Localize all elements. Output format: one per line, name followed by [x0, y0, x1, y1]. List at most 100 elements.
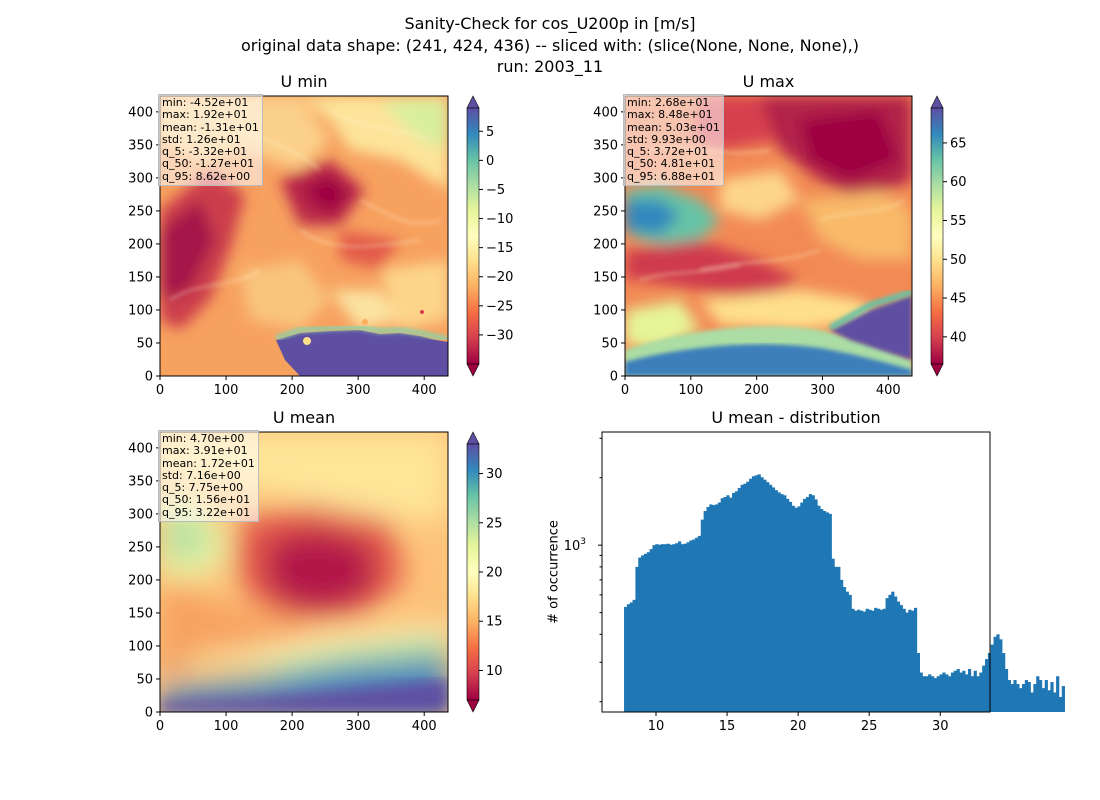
- colorbar-tick-label: 25: [486, 516, 503, 531]
- x-tick-label: 100: [678, 383, 703, 398]
- histogram-bar: [1050, 682, 1054, 712]
- histogram-bar: [845, 591, 849, 712]
- x-tick-label: 300: [346, 719, 371, 734]
- histogram-bar: [740, 484, 744, 712]
- histogram-bar: [774, 490, 778, 712]
- y-tick-label: 400: [128, 105, 153, 120]
- histogram-bar: [831, 558, 835, 712]
- histogram-bar: [678, 541, 682, 712]
- histogram-bar: [1058, 697, 1063, 712]
- colorbar-tick-label: 20: [486, 566, 503, 581]
- histogram-bar: [652, 545, 656, 712]
- stats-line: q_50: 4.81e+01: [627, 157, 716, 171]
- y-tick-label: 0: [145, 370, 153, 385]
- histogram-bar: [979, 672, 983, 712]
- y-tick-label: 400: [593, 105, 618, 120]
- histogram-bar: [726, 495, 730, 712]
- histogram-bar: [646, 552, 650, 712]
- y-tick-label: 300: [128, 171, 153, 186]
- histogram-bar: [797, 506, 801, 712]
- histogram-bar: [712, 505, 716, 712]
- y-tick-label: 100: [128, 639, 153, 654]
- axes-frame-u-mean: [159, 431, 449, 713]
- histogram-bar: [933, 678, 938, 712]
- histogram-bar: [794, 507, 798, 712]
- histogram-bar: [751, 476, 756, 712]
- histogram-bar: [922, 676, 926, 712]
- histogram-bar: [885, 598, 889, 712]
- histogram-bar: [729, 497, 733, 712]
- colorbar-tick-label: −10: [486, 212, 513, 227]
- histogram-bar: [723, 497, 727, 712]
- histogram-bar: [962, 670, 966, 712]
- y-tick-label: 100: [128, 303, 153, 318]
- y-tick-label: 0: [610, 370, 618, 385]
- axes-frame-u-max: [624, 95, 913, 377]
- histogram-bar: [916, 653, 920, 712]
- histogram-bar: [714, 504, 719, 712]
- histogram-bar: [1056, 676, 1060, 712]
- colorbar-u-max: [930, 95, 944, 377]
- histogram-bar: [624, 606, 628, 712]
- axes-frame-u-mean-distribution: [601, 431, 991, 713]
- x-tick-label: 400: [876, 383, 901, 398]
- histogram-bar: [948, 676, 952, 712]
- panel-title-u-mean: U mean: [272, 408, 336, 427]
- figure-title-line-2: original data shape: (241, 424, 436) -- …: [241, 36, 859, 55]
- histogram-bar: [675, 543, 679, 712]
- histogram-bar: [629, 602, 633, 712]
- x-tick-label: 30: [932, 719, 949, 734]
- stats-line: mean: 1.72e+01: [162, 456, 255, 470]
- x-tick-label: 400: [412, 719, 437, 734]
- stats-line: std: 9.93e+00: [627, 132, 706, 146]
- histogram-bar: [888, 594, 892, 712]
- histogram-bar: [877, 608, 881, 712]
- histogram-bar: [697, 535, 702, 712]
- histogram-bar: [902, 608, 906, 712]
- histogram-bar: [783, 495, 787, 712]
- y-tick-label: 150: [593, 270, 618, 285]
- histogram-bar: [660, 544, 665, 712]
- histogram-bar: [626, 604, 631, 712]
- y-tick-label: 103: [564, 537, 586, 554]
- figure-title-line-1: Sanity-Check for cos_U200p in [m/s]: [404, 14, 696, 33]
- stats-box-u-mean: min: 4.70e+00 max: 3.91e+01 mean: 1.72e+…: [158, 430, 259, 523]
- histogram-bar: [976, 676, 980, 712]
- histogram-bar: [859, 610, 864, 712]
- histogram-bar: [936, 676, 940, 712]
- histogram-bar: [959, 672, 963, 712]
- x-tick-label: 200: [744, 383, 769, 398]
- histogram-bar: [1007, 680, 1011, 712]
- histogram-bar: [834, 566, 838, 712]
- histogram-bar: [680, 544, 685, 712]
- histogram-bar: [842, 587, 847, 712]
- colorbar-u-mean: [466, 431, 480, 713]
- histogram-bar: [965, 674, 969, 712]
- histogram-bar: [911, 610, 915, 712]
- histogram-bar: [1024, 680, 1029, 712]
- histogram-bar: [896, 601, 901, 712]
- histogram-bar: [757, 474, 761, 712]
- histogram-bar: [683, 543, 687, 712]
- histogram-bar: [768, 484, 773, 712]
- histogram-bar: [1010, 684, 1014, 712]
- histogram-bar: [828, 513, 832, 712]
- histogram-bar: [1041, 688, 1046, 712]
- colorbar-tick-label: 10: [486, 664, 503, 679]
- histogram-bar: [737, 487, 741, 712]
- histogram-bar: [669, 544, 673, 712]
- histogram-bar: [1033, 684, 1037, 712]
- histogram-bar: [820, 509, 824, 712]
- histogram-bar: [982, 665, 986, 712]
- colorbar-tick-label: 65: [950, 136, 967, 151]
- y-tick-label: 150: [128, 270, 153, 285]
- histogram-bar: [919, 672, 923, 712]
- y-tick-label: 50: [601, 336, 618, 351]
- histogram-bar: [894, 596, 898, 712]
- histogram-bar: [743, 483, 747, 712]
- colorbar-tick-label: 60: [950, 175, 967, 190]
- y-tick-label: 50: [136, 336, 153, 351]
- y-tick-label: 400: [128, 441, 153, 456]
- x-tick-label: 200: [280, 383, 305, 398]
- panel-title-u-min: U min: [280, 72, 328, 91]
